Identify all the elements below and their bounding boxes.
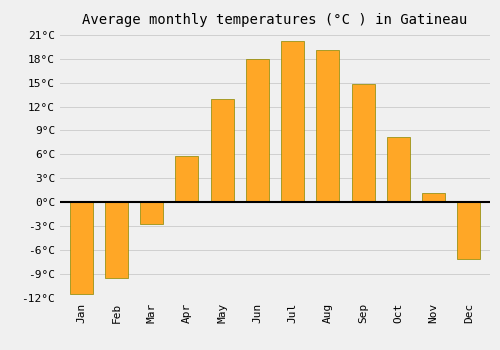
Bar — [210, 99, 234, 202]
Bar — [70, 202, 92, 294]
Bar — [105, 202, 128, 278]
Bar — [246, 59, 269, 202]
Bar — [281, 41, 304, 202]
Bar — [316, 50, 340, 202]
Bar — [422, 193, 445, 202]
Bar — [176, 156, 199, 202]
Bar — [140, 202, 163, 224]
Bar — [387, 137, 410, 202]
Title: Average monthly temperatures (°C ) in Gatineau: Average monthly temperatures (°C ) in Ga… — [82, 13, 468, 27]
Bar — [458, 202, 480, 259]
Bar — [352, 84, 374, 202]
